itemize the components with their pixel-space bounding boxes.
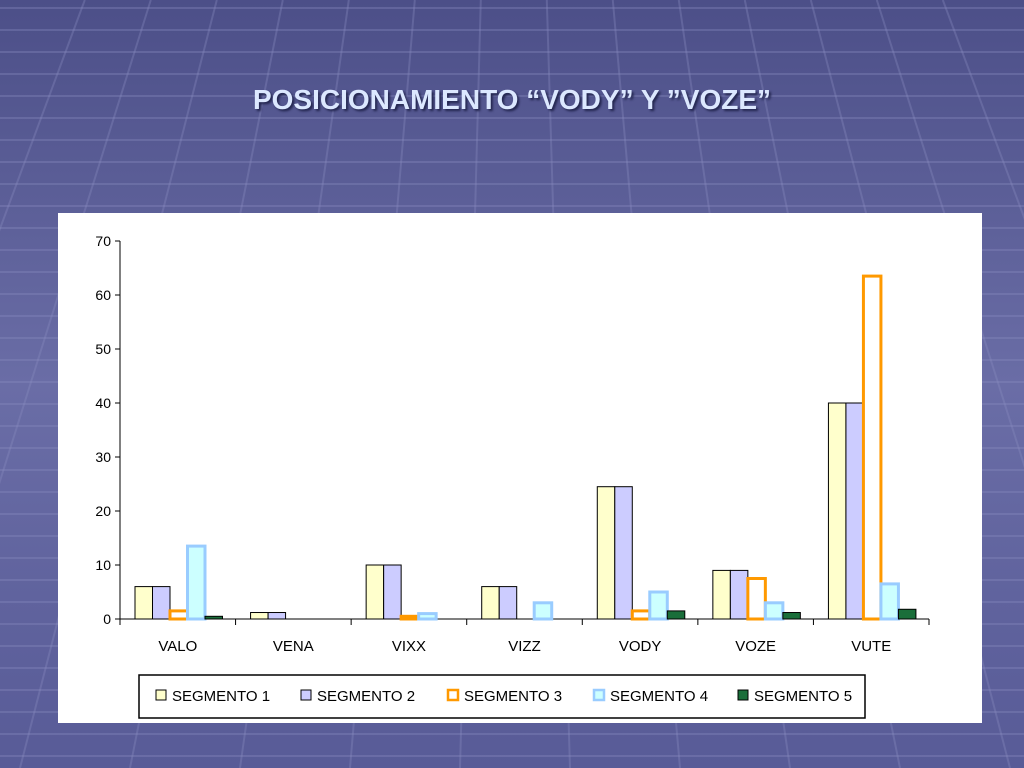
- background-line: [875, 0, 1024, 469]
- y-tick-label: 40: [95, 395, 111, 411]
- y-tick-label: 60: [95, 287, 111, 303]
- bar-segmento-1-vody: [596, 486, 616, 620]
- legend-swatch: [737, 689, 749, 701]
- legend-swatch: [592, 688, 606, 702]
- x-tick-label: VUTE: [851, 638, 891, 655]
- bar-segmento-3-vute: [861, 274, 883, 621]
- y-axis: 0 10 20 30 40 50 60 70: [95, 233, 121, 627]
- background-line: [0, 0, 86, 232]
- y-tick-label: 50: [95, 341, 111, 357]
- bar-segmento-4-valo: [186, 544, 207, 621]
- bar-chart: 0 10 20 30 40 50 60 70 VALO VENA VIXX VIZZ VODY VOZE…: [95, 233, 930, 719]
- bar-segmento-4-vute: [879, 582, 900, 621]
- background-line: [941, 0, 1024, 220]
- chart-bars: [134, 274, 917, 621]
- y-tick-label: 0: [103, 611, 111, 627]
- bar-segmento-2-valo: [152, 586, 171, 620]
- y-tick-label: 70: [95, 233, 111, 249]
- x-tick-label: VOZE: [735, 638, 776, 655]
- legend-swatch: [446, 688, 460, 702]
- y-tick-label: 30: [95, 449, 111, 465]
- chart-legend: SEGMENTO 1 SEGMENTO 2 SEGMENTO 3 SEGMENTO 4…: [138, 674, 866, 719]
- legend-swatch: [155, 689, 167, 701]
- background-line: [0, 0, 152, 485]
- bar-segmento-3-vody: [630, 609, 652, 621]
- bar-segmento-4-vody: [648, 590, 669, 621]
- bar-segmento-1-voze: [712, 569, 731, 620]
- bar-segmento-2-vute: [845, 402, 864, 620]
- y-tick-label: 10: [95, 557, 111, 573]
- bar-segmento-1-valo: [134, 586, 153, 620]
- legend-label: SEGMENTO 5: [754, 688, 852, 705]
- bar-segmento-1-vizz: [481, 586, 500, 620]
- bar-segmento-3-valo: [168, 609, 189, 621]
- bar-segmento-1-vixx: [365, 564, 385, 620]
- bar-segmento-5-vody: [666, 610, 686, 620]
- bar-segmento-5-valo: [204, 615, 223, 620]
- y-tick-label: 20: [95, 503, 111, 519]
- bar-segmento-2-vody: [614, 486, 633, 620]
- x-tick-label: VIXX: [392, 638, 426, 655]
- slide-title: POSICIONAMIENTO “VODY” Y ”VOZE”: [252, 84, 772, 115]
- bar-segmento-2-vena: [267, 612, 287, 620]
- legend-swatch: [300, 689, 312, 701]
- bar-segmento-4-voze: [763, 601, 785, 621]
- legend-label: SEGMENTO 2: [317, 688, 415, 705]
- x-tick-label: VIZZ: [508, 638, 541, 655]
- x-tick-label: VENA: [273, 638, 314, 655]
- bar-segmento-2-voze: [729, 569, 749, 620]
- x-axis: VALO VENA VIXX VIZZ VODY VOZE VUTE: [119, 618, 930, 655]
- bar-segmento-4-vixx: [417, 612, 438, 621]
- x-tick-label: VALO: [158, 638, 197, 655]
- chart-panel: 0 10 20 30 40 50 60 70 VALO VENA VIXX VIZZ VODY VOZE…: [58, 213, 982, 723]
- bar-segmento-2-vixx: [383, 564, 402, 620]
- bar-segmento-3-voze: [746, 577, 767, 621]
- bar-segmento-2-vizz: [498, 586, 518, 620]
- bar-segmento-1-vena: [250, 612, 269, 620]
- bar-segmento-4-vizz: [532, 601, 554, 621]
- legend-label: SEGMENTO 3: [464, 688, 562, 705]
- bar-segmento-3-vixx: [399, 614, 421, 621]
- legend-label: SEGMENTO 1: [172, 688, 270, 705]
- bar-segmento-5-vute: [897, 608, 917, 620]
- x-tick-label: VODY: [619, 638, 662, 655]
- bar-segmento-1-vute: [827, 402, 847, 620]
- bar-segmento-5-voze: [782, 612, 801, 620]
- legend-label: SEGMENTO 4: [610, 688, 708, 705]
